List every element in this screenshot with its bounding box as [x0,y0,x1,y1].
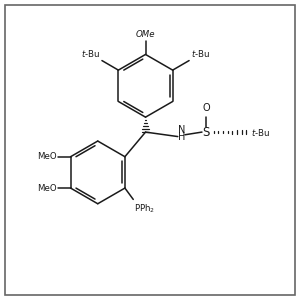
Text: S: S [202,126,210,139]
Text: PPh$_2$: PPh$_2$ [134,202,155,215]
Text: H: H [178,132,185,142]
Text: OMe: OMe [136,30,155,39]
Text: $t$-Bu: $t$-Bu [251,127,270,138]
Text: N: N [178,125,185,135]
Text: $t$-Bu: $t$-Bu [191,48,210,59]
Text: MeO: MeO [37,184,56,193]
Text: MeO: MeO [37,152,56,161]
Text: $t$-Bu: $t$-Bu [81,48,100,59]
Text: O: O [202,103,210,113]
